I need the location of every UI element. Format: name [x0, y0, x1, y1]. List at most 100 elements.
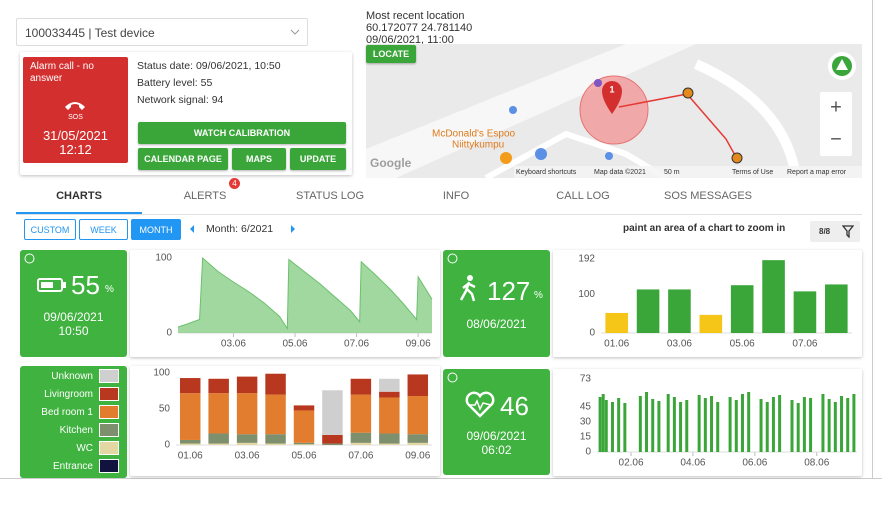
- steps-value: 127: [487, 276, 531, 306]
- chart-card: [130, 366, 440, 476]
- filter-count: 8/8: [819, 227, 831, 236]
- month-label: Month: 6/2021: [206, 223, 274, 235]
- poi-icon: [500, 152, 512, 164]
- legend-swatch: [99, 405, 119, 419]
- alarm-date: 31/05/2021: [42, 128, 109, 143]
- chart-card: [553, 250, 862, 357]
- battery-tile: 55 % 09/06/2021 10:50: [20, 250, 127, 357]
- map-scale: 50 m: [664, 169, 680, 176]
- legend-label: WC: [76, 442, 93, 454]
- legend-item: Unknown: [51, 369, 119, 383]
- alarm-time: 12:12: [59, 142, 92, 157]
- zoom-in[interactable]: +: [830, 96, 842, 118]
- legend-label: Kitchen: [59, 424, 93, 436]
- steps-date: 08/06/2021: [466, 317, 527, 331]
- heart-icon: [465, 391, 495, 418]
- tab[interactable]: SOS MESSAGES: [663, 190, 753, 202]
- filter-icon: [842, 225, 854, 238]
- help-icon[interactable]: [447, 372, 458, 383]
- heart-time: 06:02: [481, 443, 512, 457]
- pin-label: 1: [609, 84, 614, 94]
- tab[interactable]: INFO: [442, 190, 470, 202]
- heart-tile: 46 09/06/2021 06:02: [443, 369, 550, 475]
- zoom-hint: paint an area of a chart to zoom in: [623, 223, 786, 234]
- tab-divider: [16, 214, 862, 215]
- alarm-title: Alarm call - no answer: [30, 61, 94, 84]
- route-line: [618, 93, 688, 108]
- watch-calibration-button[interactable]: WATCH CALIBRATION: [138, 122, 346, 144]
- chart-card: [553, 369, 862, 476]
- steps-tile: 127 % 08/06/2021: [443, 250, 550, 357]
- poi-icon: [605, 152, 613, 160]
- maps-button[interactable]: MAPS: [232, 148, 286, 170]
- map-terms[interactable]: Terms of Use: [732, 169, 773, 176]
- map-place: McDonald's Espoo: [432, 129, 516, 140]
- battery-unit: %: [105, 284, 114, 295]
- period-button[interactable]: MONTH: [131, 219, 181, 240]
- legend-swatch: [99, 423, 119, 437]
- battery-date: 09/06/2021: [43, 310, 104, 324]
- battery-time: 10:50: [58, 324, 89, 338]
- legend-swatch: [99, 387, 119, 401]
- status-date: Status date: 09/06/2021, 10:50: [137, 60, 281, 72]
- period-button[interactable]: CUSTOM: [24, 219, 76, 240]
- device-select-text: 100033445 | Test device: [25, 26, 155, 40]
- device-select[interactable]: 100033445 | Test device: [16, 18, 308, 46]
- phone-icon: [65, 102, 85, 110]
- legend-item: WC: [76, 441, 119, 455]
- frame-right: [872, 0, 873, 478]
- legend-item: Entrance: [53, 459, 119, 473]
- month-prev[interactable]: [188, 224, 196, 234]
- location-title: Most recent location: [366, 10, 465, 22]
- route-line: [686, 93, 737, 158]
- alarm-box: Alarm call - no answer SOS 31/05/2021 12…: [23, 57, 128, 163]
- zoom-control: [820, 92, 852, 156]
- route-point: [731, 152, 743, 164]
- legend-label: Bed room 1: [41, 406, 93, 418]
- legend-swatch: [99, 441, 119, 455]
- filter-button[interactable]: 8/8: [810, 221, 860, 242]
- legend-item: Bed room 1: [41, 405, 119, 419]
- map-road: [693, 59, 801, 178]
- legend-swatch: [99, 459, 119, 473]
- legend-label: Unknown: [51, 370, 93, 382]
- legend-label: Livingroom: [44, 388, 93, 400]
- tab-underline: [16, 212, 142, 214]
- route-point: [682, 87, 694, 99]
- location-pin[interactable]: [602, 81, 622, 114]
- legend-item: Kitchen: [60, 423, 119, 437]
- tab[interactable]: STATUS LOG: [295, 190, 365, 202]
- rooms-tile: Unknown Livingroom Bed room 1 Kitchen WC Entr…: [20, 366, 127, 478]
- calendar-button[interactable]: CALENDAR PAGE: [138, 148, 228, 170]
- tab[interactable]: CALL LOG: [556, 190, 610, 202]
- tab[interactable]: ALERTS: [183, 190, 227, 202]
- status-signal: Network signal: 94: [137, 94, 224, 106]
- poi-icon: [535, 148, 547, 160]
- tab[interactable]: CHARTS: [56, 190, 102, 202]
- period-button[interactable]: WEEK: [79, 219, 128, 240]
- map-data: Map data ©2021: [594, 168, 646, 176]
- location-time: 09/06/2021, 11:00: [366, 34, 454, 46]
- update-button[interactable]: UPDATE: [290, 148, 346, 170]
- legend-item: Livingroom: [44, 387, 119, 401]
- month-next[interactable]: [289, 224, 297, 234]
- chart-card: [130, 250, 440, 357]
- map[interactable]: 1 McDonald's Espoo Niittykumpu Google Ke…: [366, 44, 862, 178]
- map-report[interactable]: Report a map error: [787, 169, 847, 176]
- battery-value: 55: [71, 270, 100, 300]
- alarm-label: SOS: [68, 114, 83, 121]
- status-battery: Battery level: 55: [137, 77, 213, 89]
- legend-swatch: [99, 369, 119, 383]
- poi-icon: [594, 79, 602, 87]
- help-icon[interactable]: [24, 253, 35, 264]
- map-shortcuts[interactable]: Keyboard shortcuts: [516, 169, 577, 176]
- locate-button[interactable]: LOCATE: [366, 45, 416, 63]
- help-icon[interactable]: [447, 253, 458, 264]
- heart-value: 46: [500, 391, 529, 421]
- map-attribution-bar: [514, 166, 862, 178]
- map-logo: Google: [370, 156, 412, 170]
- zoom-out[interactable]: −: [830, 128, 842, 150]
- heart-date: 09/06/2021: [466, 429, 527, 443]
- legend-label: Entrance: [52, 460, 93, 472]
